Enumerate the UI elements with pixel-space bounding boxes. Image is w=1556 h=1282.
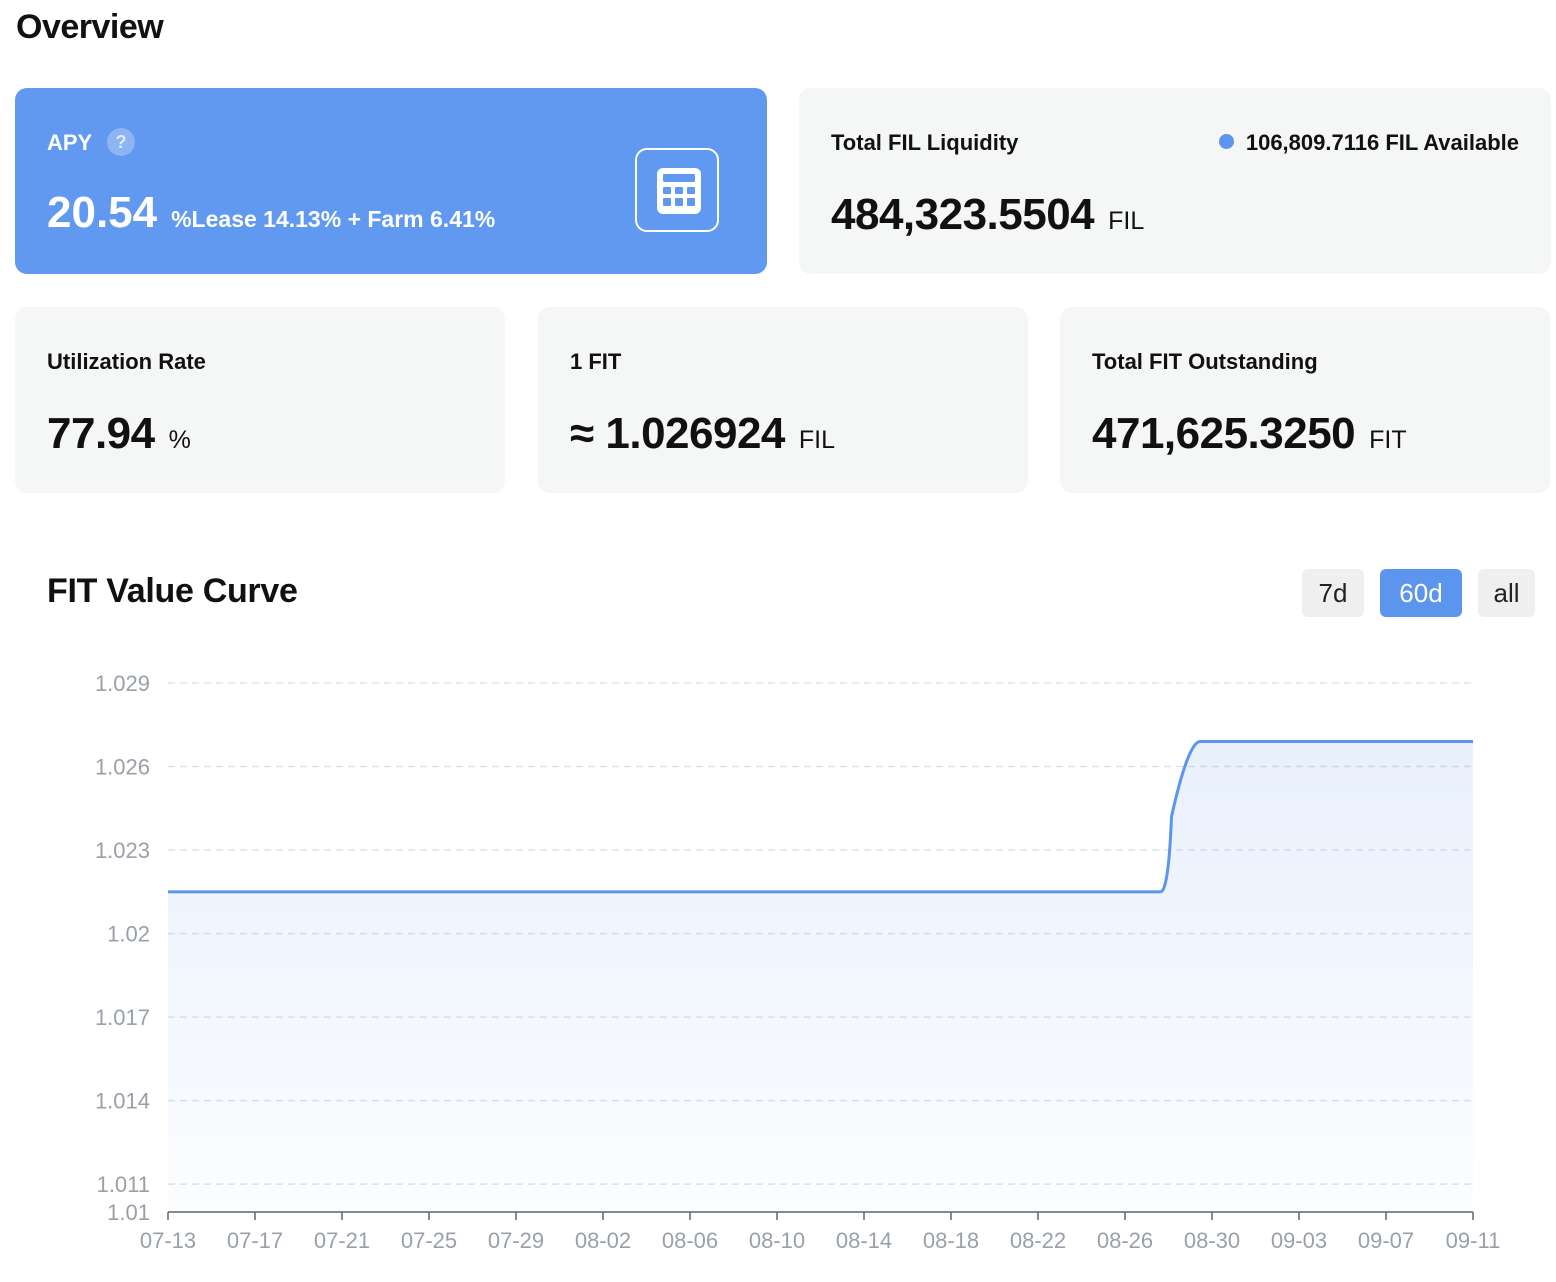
y-tick-label: 1.02 xyxy=(107,922,150,947)
x-tick-label: 07-13 xyxy=(140,1228,196,1253)
chart-title: FIT Value Curve xyxy=(47,572,298,610)
utilization-value: 77.94 xyxy=(47,409,155,458)
x-tick-label: 09-03 xyxy=(1271,1228,1327,1253)
apy-value: 20.54 xyxy=(47,188,158,237)
utilization-unit: % xyxy=(168,426,191,454)
fit-price-value: ≈ 1.026924 xyxy=(570,409,785,458)
x-tick-label: 07-29 xyxy=(488,1228,544,1253)
outstanding-label: Total FIT Outstanding xyxy=(1092,349,1318,374)
outstanding-value-row: 471,625.3250 FIT xyxy=(1092,409,1407,459)
x-tick-label: 08-02 xyxy=(575,1228,631,1253)
fit-price-label: 1 FIT xyxy=(570,349,622,374)
outstanding-unit: FIT xyxy=(1369,426,1407,454)
help-icon[interactable]: ? xyxy=(107,128,135,156)
liquidity-value: 484,323.5504 xyxy=(831,190,1095,239)
y-tick-label: 1.014 xyxy=(95,1089,150,1114)
x-tick-label: 07-17 xyxy=(227,1228,283,1253)
utilization-value-row: 77.94% xyxy=(47,409,191,459)
fit-value-chart: 1.029 1.026 1.023 1.02 1.017 1.014 1.011 1.01 07… xyxy=(95,671,1501,1253)
x-tick-label: 08-18 xyxy=(923,1228,979,1253)
y-tick-label: 1.029 xyxy=(95,671,150,696)
y-tick-label: 1.026 xyxy=(95,755,150,780)
range-button-all[interactable]: all xyxy=(1478,569,1535,617)
x-tick-label: 08-14 xyxy=(836,1228,892,1253)
apy-card: APY 20.54 %Lease 14.13% + Farm 6.41% xyxy=(15,88,767,274)
fit-price-value-row: ≈ 1.026924 FIL xyxy=(570,409,835,459)
utilization-card: Utilization Rate 77.94% xyxy=(15,307,505,493)
y-tick-label: 1.017 xyxy=(95,1005,150,1030)
x-tick-label: 09-11 xyxy=(1446,1228,1501,1253)
liquidity-value-row: 484,323.5504 FIL xyxy=(831,190,1144,240)
fit-price-unit: FIL xyxy=(798,426,836,454)
range-button-7d[interactable]: 7d xyxy=(1302,569,1364,617)
x-tick-label: 09-07 xyxy=(1358,1228,1414,1253)
x-tick-label: 08-30 xyxy=(1184,1228,1240,1253)
utilization-label: Utilization Rate xyxy=(47,349,206,374)
x-tick-label: 08-06 xyxy=(662,1228,718,1253)
x-tick-label: 08-10 xyxy=(749,1228,805,1253)
liquidity-unit: FIL xyxy=(1108,207,1145,235)
outstanding-card: Total FIT Outstanding 471,625.3250 FIT xyxy=(1060,307,1550,493)
apy-value-row: 20.54 %Lease 14.13% + Farm 6.41% xyxy=(47,188,495,238)
x-tick-label: 07-25 xyxy=(401,1228,457,1253)
series-line xyxy=(168,739,1473,894)
series-area xyxy=(168,741,1473,1212)
calculator-icon xyxy=(657,168,701,214)
available-badge: 106,809.7116 FIL Available xyxy=(1218,130,1519,156)
liquidity-label: Total FIL Liquidity xyxy=(831,130,1019,155)
calculator-button[interactable] xyxy=(635,148,719,232)
x-tick-label: 08-22 xyxy=(1010,1228,1066,1253)
outstanding-value: 471,625.3250 xyxy=(1092,409,1356,458)
status-dot-icon xyxy=(1218,134,1234,149)
y-tick-label: 1.023 xyxy=(95,838,150,863)
y-tick-label: 1.01 xyxy=(107,1200,150,1225)
apy-breakdown: %Lease 14.13% + Farm 6.41% xyxy=(171,206,496,232)
page-title: Overview xyxy=(16,8,164,46)
x-tick-label: 07-21 xyxy=(314,1228,370,1253)
available-text: 106,809.7116 FIL Available xyxy=(1245,130,1519,155)
y-tick-label: 1.011 xyxy=(97,1172,150,1197)
liquidity-card: Total FIL Liquidity 106,809.7116 FIL Ava… xyxy=(799,88,1551,274)
apy-label: APY xyxy=(47,130,93,155)
x-tick-label: 08-26 xyxy=(1097,1228,1153,1253)
range-button-60d[interactable]: 60d xyxy=(1380,569,1462,617)
fit-price-card: 1 FIT ≈ 1.026924 FIL xyxy=(538,307,1028,493)
